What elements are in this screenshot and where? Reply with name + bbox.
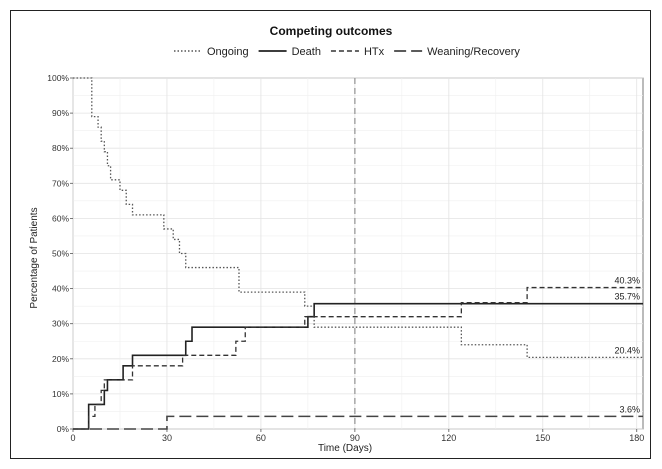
x-tick-label: 60	[256, 433, 266, 443]
x-tick-label: 0	[70, 433, 75, 443]
legend-label: Death	[292, 46, 321, 58]
y-tick-label: 40%	[52, 284, 69, 294]
legend-label: Weaning/Recovery	[427, 46, 520, 58]
end-labels: 20.4% 35.7% 40.3% 3.6%	[614, 276, 640, 415]
legend: Ongoing Death HTx Weaning/Recovery	[174, 46, 520, 58]
y-tick-label: 60%	[52, 213, 69, 223]
chart-frame: Competing outcomes Ongoing Death HTx Weanin…	[10, 10, 651, 459]
axes: 0% 10% 20% 30% 40% 50% 60% 70% 80% 90% 100% 0 30 60 90…	[47, 73, 644, 443]
legend-label: HTx	[364, 46, 385, 58]
y-tick-label: 50%	[52, 249, 69, 259]
y-tick-label: 100%	[47, 73, 69, 83]
x-tick-label: 180	[629, 433, 644, 443]
series-group	[73, 77, 643, 430]
series-line-weaning-recovery	[73, 415, 643, 430]
y-tick-label: 0%	[57, 424, 70, 434]
series-line-ongoing	[73, 77, 643, 359]
end-label: 3.6%	[619, 404, 640, 414]
y-tick-label: 90%	[52, 108, 69, 118]
chart-svg: Competing outcomes Ongoing Death HTx Weanin…	[29, 24, 644, 454]
series-line-death	[73, 302, 643, 430]
x-axis-label: Time (Days)	[318, 443, 372, 454]
legend-label: Ongoing	[207, 46, 249, 58]
end-label: 40.3%	[614, 276, 640, 286]
series-line-htx	[73, 286, 643, 430]
y-tick-label: 10%	[52, 389, 69, 399]
chart-title: Competing outcomes	[270, 24, 393, 38]
x-tick-label: 30	[162, 433, 172, 443]
x-tick-label: 90	[350, 433, 360, 443]
y-tick-label: 20%	[52, 354, 69, 364]
grid	[72, 77, 644, 430]
end-label: 20.4%	[614, 345, 640, 355]
end-label: 35.7%	[614, 292, 640, 302]
y-tick-label: 30%	[52, 319, 69, 329]
y-tick-label: 80%	[52, 143, 69, 153]
y-tick-label: 70%	[52, 178, 69, 188]
x-tick-label: 150	[535, 433, 550, 443]
y-axis-label: Percentage of Patients	[29, 207, 40, 308]
x-tick-label: 120	[441, 433, 456, 443]
